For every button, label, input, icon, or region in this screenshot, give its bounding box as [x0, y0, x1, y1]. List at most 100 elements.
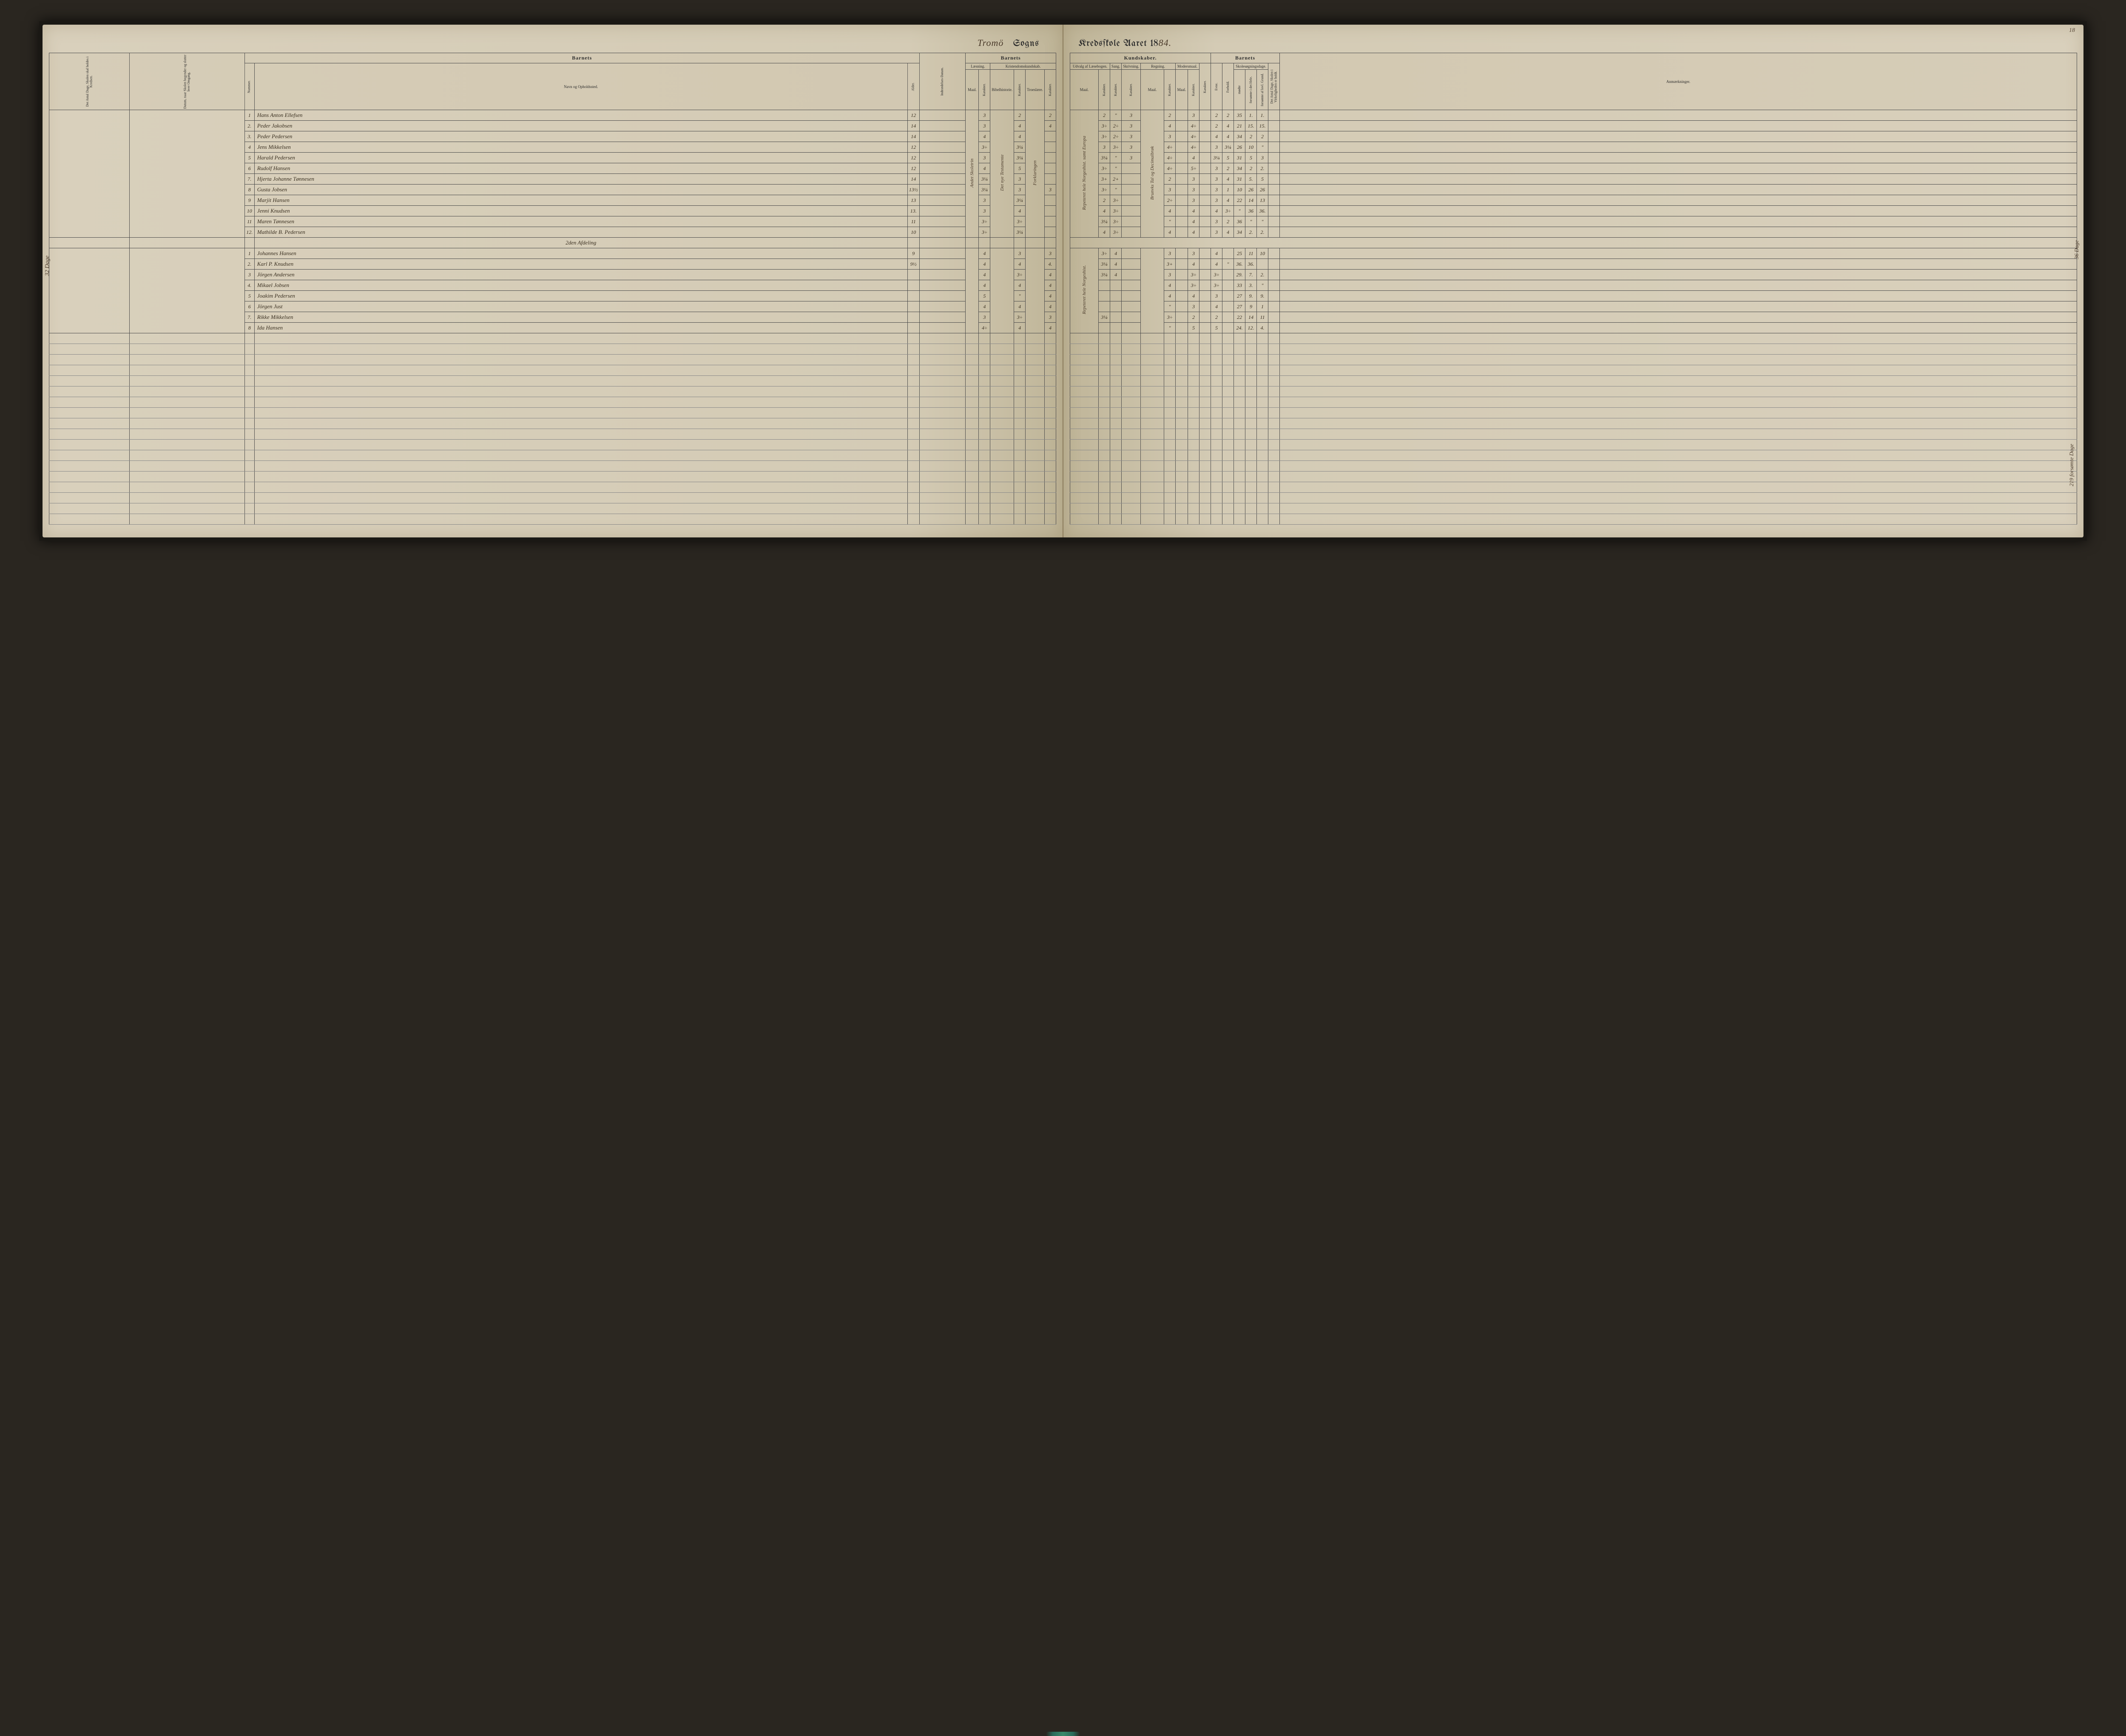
cell-blank-kar	[1199, 163, 1211, 174]
empty-row	[1070, 344, 2077, 355]
cell-forhold: 4	[1222, 227, 1234, 238]
cell-name: Mikael Jobsen	[254, 280, 907, 291]
hdr-mod-maal: Maal.	[1176, 70, 1188, 110]
cell-name: Jens Mikkelsen	[254, 142, 907, 153]
cell-udv-kar	[1099, 323, 1110, 333]
cell-udv-kar	[1099, 291, 1110, 301]
right-page: 18 219 forsømte Dage 36 Dage Kredsſkole …	[1063, 25, 2083, 537]
empty-row	[1070, 365, 2077, 376]
cell-fors-lovl: 1	[1257, 301, 1268, 312]
cell-age: 14	[907, 131, 919, 142]
cell-modte: 22	[1234, 195, 1245, 206]
empty-row	[49, 344, 1056, 355]
cell-sang: 4	[1110, 248, 1122, 259]
cell-evne: 2	[1211, 312, 1222, 323]
empty-row	[1070, 333, 2077, 344]
cell-reg-kar: 2	[1164, 110, 1176, 121]
cell-forhold	[1222, 323, 1234, 333]
cell-mod-kar: 3÷	[1188, 280, 1199, 291]
cell-udv-kar: 3¼	[1099, 153, 1110, 163]
cell-name: Johannes Hansen	[254, 248, 907, 259]
cell-skriv	[1122, 248, 1141, 259]
cell-sang: "	[1110, 110, 1122, 121]
cell-antal-virk	[1268, 110, 1280, 121]
cell-anm	[1280, 142, 2077, 153]
cell-sang: "	[1110, 163, 1122, 174]
table-row: 1Hans Anton Ellefsen12Andet Skoletrin3De…	[49, 110, 1056, 121]
cell-indtr	[919, 206, 966, 216]
cell-skriv: 3	[1122, 121, 1141, 131]
cell-blank-kar	[1199, 142, 1211, 153]
cell-name: Marjit Hansen	[254, 195, 907, 206]
cell-bibel-kar: 4	[1014, 259, 1026, 270]
cell-num: 7.	[244, 174, 254, 185]
cell-mod-kar: 3	[1188, 110, 1199, 121]
cell-indtr	[919, 323, 966, 333]
cell-indtr	[919, 270, 966, 280]
right-empty-rows	[1070, 333, 2077, 525]
table-row: 3÷"4÷5÷323422.	[1070, 163, 2077, 174]
cell-indtr	[919, 163, 966, 174]
cell-forhold: 4	[1222, 174, 1234, 185]
cell-troes-kar: 4	[1045, 121, 1056, 131]
cell-fors-lovl: "	[1257, 280, 1268, 291]
hdr-skriv: Skrivning.	[1122, 63, 1141, 70]
cell-num: 12.	[244, 227, 254, 238]
cell-evne: 2	[1211, 110, 1222, 121]
cell-blank-kar	[1199, 216, 1211, 227]
title-parish-script: Tromö	[978, 37, 1004, 48]
table-row: 33÷34÷4÷33¼2610"	[1070, 142, 2077, 153]
cell-num: 8	[244, 323, 254, 333]
cell-fors-hele: 2.	[1245, 227, 1257, 238]
table-row: Repeteret hele Norgeshist. samt Europa2"…	[1070, 110, 2077, 121]
cell-age: 9½	[907, 259, 919, 270]
cell-num: 10	[244, 206, 254, 216]
cell-udv-kar: 3÷	[1099, 248, 1110, 259]
cell-laes-kar: 3¼	[979, 174, 990, 185]
hdr-indtr: Indtrædelses-Datum.	[919, 53, 966, 110]
cell-name: Peder Jakobsen	[254, 121, 907, 131]
cell-udv-kar: 3¼	[1099, 259, 1110, 270]
table-row: 3÷2÷334÷443422	[1070, 131, 2077, 142]
table-row: "5524.12.4.	[1070, 323, 2077, 333]
cell-skriv: 3	[1122, 110, 1141, 121]
cell-sang	[1110, 312, 1122, 323]
cell-udv-kar	[1099, 280, 1110, 291]
cell-laes-kar: 3	[979, 206, 990, 216]
hdr-troes-kar: Karakter.	[1045, 70, 1056, 110]
hdr-bibel: Bibelhistorie.	[990, 70, 1014, 110]
cell-reg-kar: 4	[1164, 121, 1176, 131]
table-row: 3÷2÷344÷242115.15.	[1070, 121, 2077, 131]
cell-skriv	[1122, 174, 1141, 185]
cell-evne: 3	[1211, 195, 1222, 206]
cell-num: 6	[244, 163, 254, 174]
cell-reg-kar: 3	[1164, 185, 1176, 195]
margin-note-left: 32 Dage	[44, 256, 51, 276]
table-row: 3¼"34÷43¼53153	[1070, 153, 2077, 163]
cell-sang: 4	[1110, 270, 1122, 280]
hdr-nummer: Nummer.	[244, 63, 254, 110]
cell-fors-hele: 36	[1245, 206, 1257, 216]
cell-fors-hele: 3.	[1245, 280, 1257, 291]
empty-row	[1070, 503, 2077, 514]
cell-mod-kar: 4÷	[1188, 142, 1199, 153]
cell-blank-kar	[1199, 312, 1211, 323]
cell-anm	[1280, 195, 2077, 206]
cell-fors-hele: 2	[1245, 163, 1257, 174]
cell-reg-kar: 4	[1164, 227, 1176, 238]
cell-evne: 4	[1211, 301, 1222, 312]
cell-mod-kar: 4	[1188, 216, 1199, 227]
cell-bibel-kar: 3¼	[1014, 153, 1026, 163]
cell-evne: 4	[1211, 206, 1222, 216]
cell-laes-kar: 4	[979, 280, 990, 291]
cell-udv-kar: 3+	[1099, 174, 1110, 185]
cell-sang: "	[1110, 153, 1122, 163]
cell-troes-kar	[1045, 163, 1056, 174]
cell-skriv	[1122, 163, 1141, 174]
cell-mod-maal	[1176, 227, 1188, 238]
hdr-regning: Regning.	[1141, 63, 1176, 70]
cell-mod-maal	[1176, 280, 1188, 291]
cell-fors-lovl: 1.	[1257, 110, 1268, 121]
cell-laes-kar: 3÷	[979, 216, 990, 227]
cell-forhold: 3¼	[1222, 142, 1234, 153]
